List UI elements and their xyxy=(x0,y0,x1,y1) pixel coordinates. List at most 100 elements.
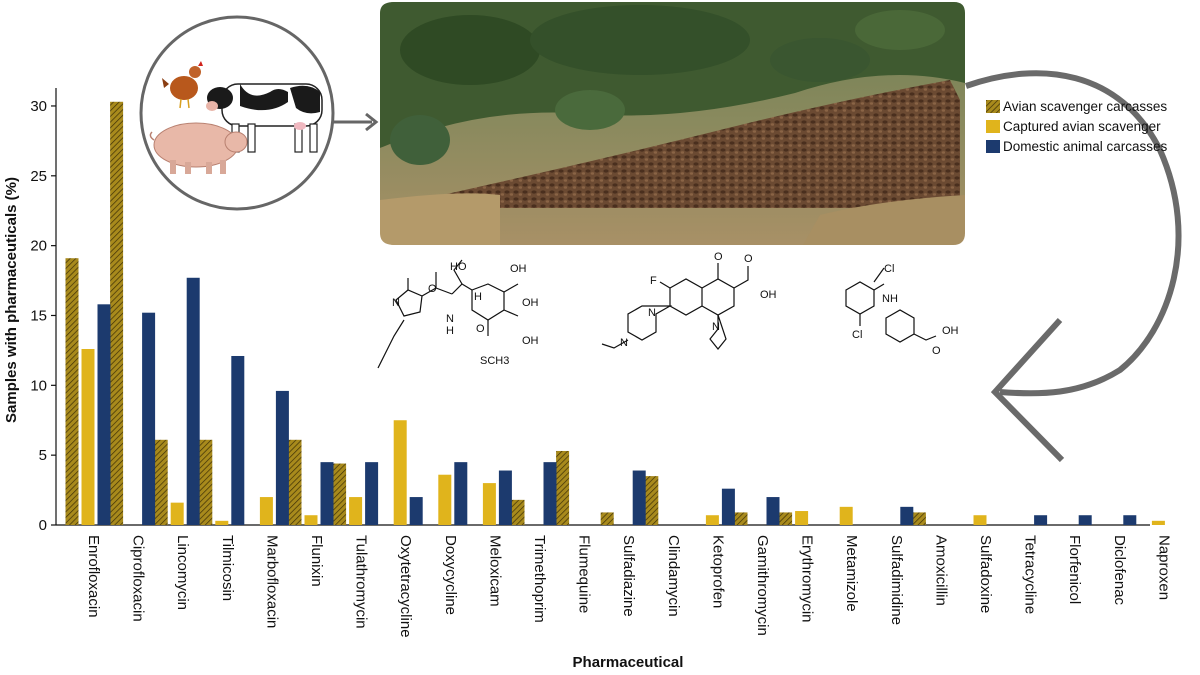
animals-illustration xyxy=(139,15,335,211)
bar-flunixin-series-3 xyxy=(320,462,334,525)
y-axis-title: Samples with pharmaceuticals (%) xyxy=(3,177,20,423)
legend-label: Domestic animal carcasses xyxy=(1003,139,1168,154)
chem-label-oh1: OH xyxy=(510,263,527,275)
bar-gamithromycin-series-3 xyxy=(766,497,780,525)
x-tick-label: Tilmicosin xyxy=(219,535,236,601)
bar-clindamycin-series-1 xyxy=(645,476,659,525)
bar-tulathromycin-series-1 xyxy=(333,463,347,525)
legend: Avian scavenger carcasses Captured avian … xyxy=(986,99,1168,154)
bar-gamithromycin-series-1 xyxy=(734,512,748,525)
arrow-to-photo-head xyxy=(365,112,379,132)
chicken-icon xyxy=(162,61,203,109)
bar-oxytetracycline-series-3 xyxy=(409,497,423,525)
x-tick-label: Oxytetracycline xyxy=(397,535,414,638)
bar-tulathromycin-series-2 xyxy=(349,497,363,525)
bar-naproxen-series-2 xyxy=(1151,520,1165,525)
chem-label-f: F xyxy=(650,275,657,287)
bar-sulfadiazine-series-3 xyxy=(632,470,646,525)
bar-enrofloxacin-series-2 xyxy=(81,349,95,525)
bar-enrofloxacin-series-1 xyxy=(65,258,79,525)
bar-flumequine-series-1 xyxy=(556,450,570,525)
bar-lincomycin-series-2 xyxy=(170,502,184,525)
x-tick-label: Tetracycline xyxy=(1022,535,1039,614)
chem-label-h1: H xyxy=(446,325,454,337)
x-tick-label: Flumequine xyxy=(576,535,593,613)
bar-lincomycin-series-3 xyxy=(186,277,200,525)
x-tick-label: Trimethoprim xyxy=(531,535,548,623)
legend-swatch xyxy=(986,140,1000,153)
x-tick-label: Sulfadiazine xyxy=(620,535,637,617)
y-ticks: 0 5 10 15 20 25 30 xyxy=(30,98,56,534)
bar-ketoprofen-series-3 xyxy=(721,488,735,525)
bar-tilmicosin-series-1 xyxy=(199,439,213,525)
chem-label-oh4: OH xyxy=(760,289,777,301)
chem-label-n4: N xyxy=(648,307,656,319)
cow-icon xyxy=(206,83,323,153)
chem-label-n1: N xyxy=(392,297,400,309)
bar-diclofenac-series-3 xyxy=(1123,515,1137,525)
x-tick-label: Ciprofloxacin xyxy=(130,535,147,622)
bar-oxytetracycline-series-2 xyxy=(393,420,407,525)
chem-label-oh3: OH xyxy=(522,335,539,347)
bar-metamizole-series-2 xyxy=(839,506,853,525)
bar-tetracycline-series-3 xyxy=(1034,515,1048,525)
x-tick-labels: Enrofloxacin Ciprofloxacin Lincomycin Tilmi… xyxy=(85,535,1172,638)
y-tick-label: 10 xyxy=(30,377,47,394)
x-tick-label: Florfenicol xyxy=(1066,535,1083,604)
bar-amoxicillin-series-1 xyxy=(912,512,926,525)
bar-marbofloxacin-series-3 xyxy=(275,390,289,525)
legend-label: Captured avian scavenger xyxy=(1003,119,1161,134)
chem-label-o2: O xyxy=(476,323,485,335)
chem-label-o3: O xyxy=(714,251,723,263)
chem-label-n3: N xyxy=(712,321,720,333)
x-tick-label: Ketoprofen xyxy=(709,535,726,608)
bar-doxycycline-series-3 xyxy=(454,462,468,525)
bar-sulfadoxine-series-2 xyxy=(973,515,987,525)
x-tick-label: Diclofenac xyxy=(1111,535,1128,606)
legend-swatch xyxy=(986,100,1000,113)
y-tick-label: 15 xyxy=(30,307,47,324)
x-tick-label: Amoxicillin xyxy=(932,535,949,606)
y-tick-label: 20 xyxy=(30,238,47,255)
x-tick-label: Clindamycin xyxy=(665,535,682,617)
bar-erythromycin-series-2 xyxy=(795,511,809,525)
bar-sulfadiazine-series-1 xyxy=(600,512,614,525)
x-tick-label: Lincomycin xyxy=(174,535,191,610)
x-tick-label: Sulfadoxine xyxy=(977,535,994,613)
diclofenac-molecule: Cl NH Cl O OH xyxy=(845,263,959,357)
bar-trimethoprim-series-3 xyxy=(543,462,557,525)
x-tick-label: Sulfadimidine xyxy=(888,535,905,625)
x-tick-label: Marbofloxacin xyxy=(263,535,280,628)
bar-lincomycin-series-1 xyxy=(154,439,168,525)
bar-meloxicam-series-3 xyxy=(498,470,512,525)
vultures-feeding-photo xyxy=(380,2,965,245)
chem-label-nh: NH xyxy=(882,293,898,305)
x-tick-label: Gamithromycin xyxy=(754,535,771,636)
bar-trimethoprim-series-1 xyxy=(511,499,525,525)
curved-arrow xyxy=(965,70,1182,463)
bar-ciprofloxacin-series-3 xyxy=(142,312,156,525)
x-tick-label: Meloxicam xyxy=(486,535,503,607)
bar-ketoprofen-series-2 xyxy=(705,515,719,525)
chem-label-n2: N xyxy=(446,313,454,325)
x-tick-label: Enrofloxacin xyxy=(85,535,102,618)
bar-tulathromycin-series-3 xyxy=(365,462,379,525)
chem-label-oh5: OH xyxy=(942,325,959,337)
bar-ciprofloxacin-series-1 xyxy=(110,101,124,526)
bar-enrofloxacin-series-3 xyxy=(97,304,111,525)
bar-marbofloxacin-series-2 xyxy=(259,497,273,525)
bar-tilmicosin-series-2 xyxy=(215,520,229,525)
bar-erythromycin-series-1 xyxy=(779,512,793,525)
lincomycin-molecule: HO N O N H OH OH O OH SCH3 H xyxy=(377,259,539,369)
x-tick-label: Erythromycin xyxy=(799,535,816,623)
chem-label-o1: O xyxy=(428,283,437,295)
bar-flunixin-series-2 xyxy=(304,515,318,525)
bar-meloxicam-series-2 xyxy=(482,483,496,525)
chem-label-n5: N xyxy=(620,337,628,349)
bars xyxy=(65,101,1165,526)
y-tick-label: 0 xyxy=(39,517,47,534)
y-tick-label: 5 xyxy=(39,447,47,464)
x-axis-title: Pharmaceutical xyxy=(573,654,684,671)
x-tick-label: Flunixin xyxy=(308,535,325,587)
